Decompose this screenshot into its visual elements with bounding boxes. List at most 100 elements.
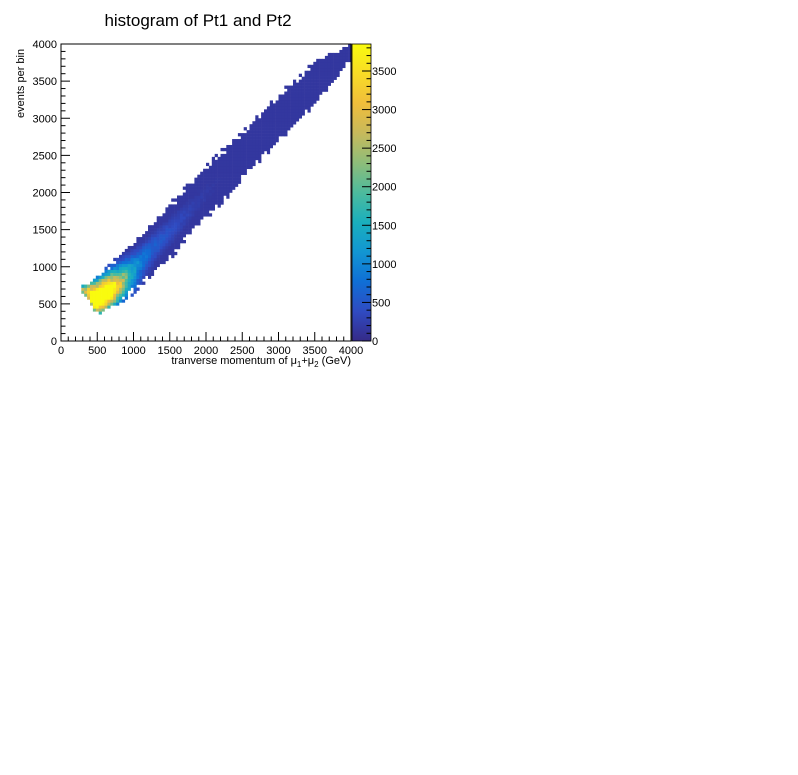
heatmap-cell bbox=[284, 124, 288, 128]
heatmap-cell bbox=[324, 55, 329, 60]
heatmap-cell bbox=[301, 109, 305, 113]
heatmap-cell bbox=[220, 186, 224, 190]
heatmap-cell bbox=[287, 106, 291, 110]
heatmap-cell bbox=[153, 266, 157, 271]
heatmap-cell bbox=[255, 130, 259, 134]
heatmap-cell bbox=[327, 61, 331, 66]
heatmap-cell bbox=[226, 150, 230, 155]
heatmap-cell bbox=[139, 251, 143, 256]
heatmap-cell bbox=[266, 142, 271, 146]
heatmap-cell bbox=[330, 73, 334, 77]
heatmap-cell bbox=[240, 156, 244, 161]
heatmap-cell bbox=[87, 284, 91, 288]
heatmap-cell bbox=[240, 139, 244, 143]
heatmap-cell bbox=[208, 177, 213, 181]
heatmap-cell bbox=[206, 186, 210, 190]
heatmap-cell bbox=[182, 204, 186, 208]
heatmap-cell bbox=[171, 248, 175, 253]
heatmap-cell bbox=[266, 118, 271, 122]
heatmap-cell bbox=[200, 201, 204, 205]
heatmap-cell bbox=[290, 121, 294, 125]
heatmap-cell bbox=[223, 177, 227, 181]
heatmap-cell bbox=[168, 222, 172, 226]
heatmap-cell bbox=[214, 198, 218, 202]
heatmap-cell bbox=[203, 171, 207, 175]
heatmap-cell bbox=[171, 242, 175, 247]
heatmap-cell bbox=[211, 192, 215, 196]
heatmap-cell bbox=[104, 269, 108, 273]
heatmap-cell bbox=[281, 103, 285, 107]
heatmap-cell bbox=[252, 136, 256, 140]
heatmap-cell bbox=[275, 130, 279, 134]
heatmap-cell bbox=[206, 210, 210, 214]
heatmap-cell bbox=[119, 254, 123, 259]
heatmap-cell bbox=[206, 192, 210, 196]
heatmap-cell bbox=[217, 174, 221, 178]
heatmap-cell bbox=[255, 139, 259, 143]
heatmap-cell bbox=[287, 109, 291, 113]
heatmap-cell bbox=[301, 85, 305, 89]
heatmap-cell bbox=[150, 248, 155, 253]
heatmap-cell bbox=[124, 272, 128, 276]
heatmap-cell bbox=[116, 296, 120, 300]
heatmap-cell bbox=[278, 115, 282, 119]
heatmap-cell bbox=[284, 103, 288, 107]
heatmap-cell bbox=[98, 284, 102, 288]
heatmap-cell bbox=[214, 183, 218, 187]
heatmap-cell bbox=[194, 210, 198, 214]
heatmap-cell bbox=[208, 165, 213, 170]
heatmap-cell bbox=[150, 260, 155, 265]
heatmap-cell bbox=[197, 186, 201, 190]
heatmap-cell bbox=[179, 195, 184, 199]
heatmap-cell bbox=[206, 168, 210, 173]
heatmap-cell bbox=[124, 278, 128, 282]
heatmap-cell bbox=[90, 293, 94, 297]
heatmap-cell bbox=[232, 180, 236, 184]
heatmap-cell bbox=[226, 168, 230, 173]
heatmap-cell bbox=[162, 242, 166, 247]
heatmap-cell bbox=[194, 180, 198, 184]
heatmap-cell bbox=[101, 281, 105, 285]
heatmap-cell bbox=[148, 237, 152, 241]
heatmap-cell bbox=[148, 240, 152, 244]
heatmap-cell bbox=[139, 260, 143, 265]
heatmap-cell bbox=[171, 225, 175, 229]
heatmap-cell bbox=[272, 103, 276, 107]
heatmap-cell bbox=[116, 257, 120, 262]
heatmap-cell bbox=[243, 159, 247, 164]
heatmap-cell bbox=[133, 290, 137, 294]
heatmap-cell bbox=[327, 67, 331, 72]
heatmap-cell bbox=[301, 97, 305, 101]
heatmap-cell bbox=[324, 61, 329, 66]
heatmap-cell bbox=[237, 171, 242, 175]
heatmap-cell bbox=[200, 180, 204, 184]
heatmap-cell bbox=[220, 162, 224, 167]
heatmap-cell bbox=[322, 67, 326, 72]
heatmap-cell bbox=[229, 171, 233, 175]
heatmap-cell bbox=[159, 245, 163, 250]
heatmap-cell bbox=[148, 266, 152, 271]
heatmap-cell bbox=[174, 237, 178, 241]
heatmap-cell bbox=[243, 165, 247, 170]
heatmap-cell bbox=[110, 275, 114, 279]
heatmap-cell bbox=[171, 228, 175, 232]
heatmap-cell bbox=[174, 225, 178, 229]
heatmap-cell bbox=[130, 257, 134, 262]
heatmap-cell bbox=[261, 130, 265, 134]
heatmap-cell bbox=[139, 269, 143, 273]
heatmap-cell bbox=[278, 103, 282, 107]
heatmap-cell bbox=[269, 115, 273, 119]
heatmap-cell bbox=[301, 103, 305, 107]
heatmap-cell bbox=[113, 302, 117, 306]
heatmap-cell bbox=[92, 290, 97, 294]
heatmap-cell bbox=[284, 97, 288, 101]
heatmap-cell bbox=[130, 281, 134, 285]
heatmap-cell bbox=[200, 216, 204, 220]
heatmap-cell bbox=[281, 109, 285, 113]
heatmap-cell bbox=[124, 293, 128, 297]
heatmap-cell bbox=[235, 165, 239, 170]
heatmap-cell bbox=[266, 150, 271, 155]
heatmap-cell bbox=[342, 64, 346, 69]
heatmap-cell bbox=[278, 127, 282, 131]
heatmap-cell bbox=[124, 290, 128, 294]
